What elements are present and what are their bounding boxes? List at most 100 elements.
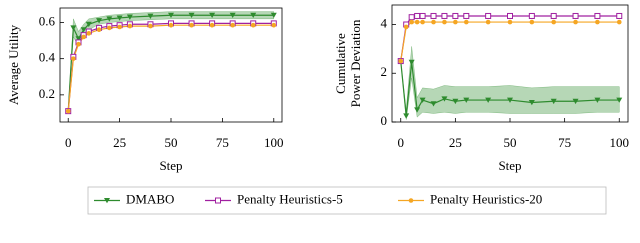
marker <box>106 16 113 22</box>
marker <box>189 22 194 28</box>
marker <box>453 19 458 25</box>
marker <box>551 19 557 25</box>
marker <box>431 19 436 25</box>
series-line <box>67 22 274 112</box>
marker <box>550 98 557 105</box>
marker <box>126 14 133 20</box>
x-axis-label: Step <box>159 158 182 173</box>
marker <box>403 113 410 119</box>
marker <box>409 19 414 25</box>
marker <box>485 19 491 25</box>
x-tick-label: 50 <box>504 135 517 150</box>
marker <box>420 19 425 25</box>
marker <box>485 12 492 19</box>
y-axis-label: Power Deviation <box>348 19 363 107</box>
marker <box>529 19 535 25</box>
marker <box>76 41 81 47</box>
x-tick-label: 0 <box>397 135 404 150</box>
marker <box>408 59 415 66</box>
band <box>400 46 620 120</box>
marker <box>403 24 409 30</box>
marker <box>485 97 492 103</box>
y-tick-label: 0.4 <box>39 50 56 65</box>
marker <box>463 19 469 25</box>
x-tick-label: 50 <box>165 135 178 150</box>
marker <box>463 97 470 103</box>
marker <box>117 24 122 30</box>
marker <box>616 12 623 19</box>
plot-frame <box>391 4 629 123</box>
marker <box>595 19 600 25</box>
marker <box>116 15 123 21</box>
marker <box>229 12 236 19</box>
plot-area <box>397 12 623 120</box>
marker <box>463 12 470 19</box>
marker <box>209 12 216 19</box>
y-tick-label: 4 <box>381 15 388 30</box>
marker <box>430 101 437 107</box>
marker <box>230 22 235 28</box>
marker <box>572 12 579 19</box>
marker <box>188 12 195 19</box>
marker <box>573 19 578 25</box>
marker <box>209 22 215 28</box>
legend-marker <box>104 198 110 204</box>
marker <box>550 12 557 19</box>
x-tick-label: 25 <box>113 135 126 150</box>
marker <box>250 12 257 19</box>
x-tick-label: 100 <box>264 135 284 150</box>
marker <box>441 12 448 19</box>
marker <box>414 107 421 113</box>
marker <box>408 14 415 21</box>
marker <box>250 22 256 28</box>
marker <box>441 96 448 102</box>
marker <box>507 97 513 103</box>
x-tick-label: 75 <box>558 135 571 150</box>
marker <box>594 97 601 103</box>
marker <box>168 12 174 19</box>
marker <box>270 12 277 19</box>
marker <box>430 12 437 19</box>
marker <box>452 12 459 19</box>
marker <box>616 97 623 103</box>
y-axis-label: Average Utility <box>6 24 21 105</box>
legend-label: DMABO <box>126 191 174 206</box>
marker <box>75 36 82 42</box>
x-tick-label: 75 <box>216 135 229 150</box>
marker <box>528 100 535 106</box>
marker <box>85 21 92 28</box>
x-tick-label: 0 <box>65 135 72 150</box>
y-tick-label: 2 <box>381 64 388 79</box>
legend-label: Penalty Heuristics-5 <box>237 191 343 206</box>
marker <box>80 27 87 33</box>
marker <box>81 34 86 40</box>
y-tick-label: 0 <box>381 113 388 128</box>
y-axis-label: Cumulative <box>333 33 348 94</box>
series-line <box>67 24 274 112</box>
marker <box>594 12 601 19</box>
marker <box>96 18 103 24</box>
legend-box <box>87 186 607 215</box>
marker <box>452 98 459 105</box>
x-tick-label: 100 <box>610 135 630 150</box>
marker <box>414 19 420 25</box>
marker <box>398 58 404 64</box>
marker <box>507 12 513 19</box>
marker <box>147 13 154 19</box>
marker <box>96 27 102 33</box>
marker <box>168 22 174 28</box>
marker <box>419 12 426 19</box>
marker <box>86 31 92 36</box>
marker <box>528 12 535 19</box>
marker <box>271 22 277 28</box>
series-line <box>400 21 620 62</box>
marker <box>442 19 447 25</box>
marker <box>127 23 133 29</box>
marker <box>71 56 76 61</box>
legend-marker <box>408 198 414 203</box>
marker <box>148 23 153 29</box>
series-line <box>400 61 620 116</box>
marker <box>419 97 426 103</box>
x-axis-label: Step <box>498 158 521 173</box>
